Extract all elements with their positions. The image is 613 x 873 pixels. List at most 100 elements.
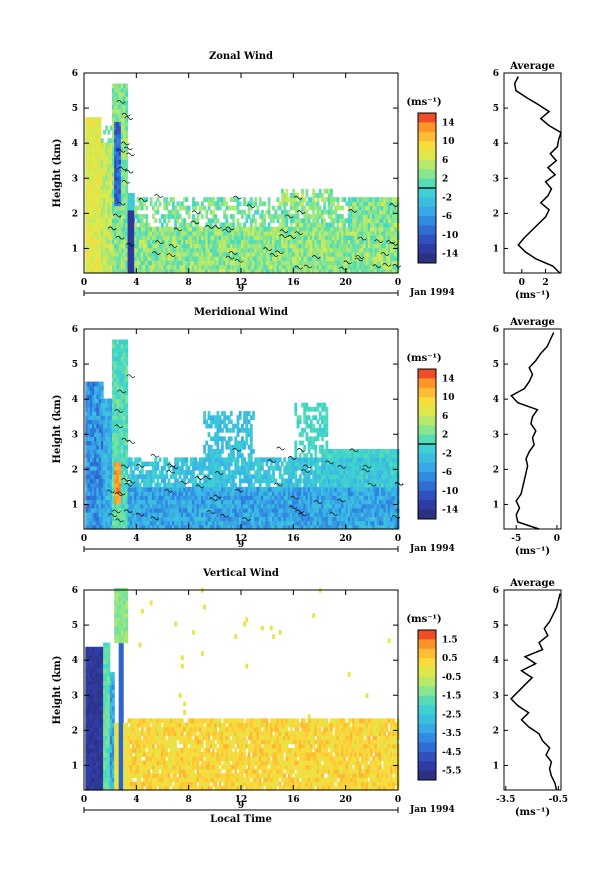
heatmap-cell: [241, 264, 244, 270]
heatmap-cell: [100, 427, 104, 433]
heatmap-cell: [136, 239, 140, 245]
heatmap-cell: [367, 230, 371, 236]
heatmap-cell: [245, 436, 249, 442]
heatmap-cell: [85, 507, 89, 513]
heatmap-cell: [98, 499, 102, 505]
heatmap-cell: [167, 516, 171, 522]
heatmap-cell: [216, 449, 220, 454]
heatmap-cell: [354, 251, 358, 257]
heatmap-cell: [160, 239, 164, 245]
heatmap-cell: [169, 507, 173, 513]
heatmap-cell: [303, 214, 307, 219]
heatmap-cell: [287, 251, 291, 257]
heatmap-cell: [196, 230, 200, 236]
heatmap-cell: [203, 197, 206, 202]
heatmap-cell: [138, 486, 142, 492]
heatmap-cell: [252, 415, 255, 421]
heatmap-cell: [241, 486, 244, 492]
heatmap-cell: [192, 205, 195, 211]
heatmap-cell: [341, 251, 344, 257]
heatmap-cell: [232, 205, 235, 211]
heatmap-cell: [87, 406, 91, 412]
heatmap-cell: [165, 197, 169, 202]
heatmap-cell: [365, 218, 369, 224]
heatmap-cell: [390, 226, 393, 232]
heatmap-cell: [227, 524, 231, 530]
heatmap-cell: [234, 486, 238, 492]
heatmap-cell: [258, 524, 262, 530]
heatmap-cell: [118, 230, 122, 236]
heatmap-cell: [203, 503, 206, 509]
contour-segment: [107, 226, 117, 231]
heatmap-cell: [187, 251, 191, 257]
heatmap-cell: [289, 222, 293, 228]
heatmap-cell: [363, 235, 367, 240]
heatmap-cell: [156, 205, 160, 211]
heatmap-cell: [116, 385, 120, 391]
heatmap-cell: [112, 230, 115, 236]
heatmap-cell: [147, 491, 151, 496]
heatmap-cell: [118, 402, 122, 408]
heatmap-cell: [114, 251, 117, 257]
heatmap-cell: [216, 436, 220, 442]
heatmap-cell: [281, 222, 284, 228]
heatmap-cell: [232, 486, 235, 492]
heatmap-cell: [381, 230, 384, 236]
heatmap-cell: [303, 268, 307, 274]
heatmap-cell: [98, 243, 102, 249]
heatmap-cell: [227, 491, 231, 496]
heatmap-cell: [392, 197, 395, 202]
heatmap-cell: [116, 150, 120, 156]
heatmap-cell: [245, 495, 249, 501]
heatmap-cell: [374, 214, 378, 219]
heatmap-cell: [109, 167, 113, 173]
heatmap-cell: [125, 373, 129, 378]
heatmap-cell: [238, 222, 242, 228]
heatmap-cell: [201, 524, 204, 530]
heatmap-cell: [196, 235, 200, 240]
heatmap-cell: [229, 222, 233, 228]
heatmap-cell: [254, 474, 258, 480]
heatmap-cell: [232, 491, 235, 496]
heatmap-cell: [343, 218, 347, 224]
heatmap-cell: [334, 214, 338, 219]
heatmap-cell: [158, 474, 162, 480]
heatmap-cell: [116, 373, 120, 378]
heatmap-cell: [120, 394, 124, 400]
heatmap-cell: [140, 499, 144, 505]
heatmap-cell: [89, 129, 93, 135]
heatmap-cell: [249, 465, 253, 471]
heatmap-cell: [107, 146, 111, 152]
contour-segment: [123, 146, 133, 151]
heatmap-cell: [129, 524, 133, 530]
contour-segment: [222, 228, 232, 233]
heatmap-cell: [145, 486, 149, 492]
heatmap-cell: [207, 256, 211, 261]
heatmap-cell: [118, 171, 122, 177]
heatmap-cell: [292, 495, 295, 501]
heatmap-cell: [98, 402, 102, 408]
heatmap-cell: [236, 503, 240, 509]
heatmap-cell: [249, 520, 253, 526]
heatmap-cell: [296, 465, 300, 471]
heatmap-cell: [234, 260, 238, 266]
heatmap-cell: [323, 197, 327, 202]
heatmap-cell: [156, 465, 160, 471]
heatmap-cell: [132, 256, 135, 261]
heatmap-cell: [143, 474, 146, 480]
heatmap-cell: [160, 495, 164, 501]
heatmap-cell: [192, 482, 195, 488]
heatmap-cell: [307, 239, 311, 245]
heatmap-cell: [100, 243, 104, 249]
heatmap-cell: [223, 239, 226, 245]
heatmap-cell: [245, 268, 249, 274]
heatmap-cell: [243, 499, 246, 505]
heatmap-cell: [236, 218, 240, 224]
heatmap-cell: [85, 478, 89, 484]
heatmap-cell: [298, 201, 302, 207]
heatmap-cell: [140, 507, 144, 513]
heatmap-cell: [383, 256, 387, 261]
heatmap-cell: [207, 260, 211, 266]
heatmap-cell: [367, 260, 371, 266]
